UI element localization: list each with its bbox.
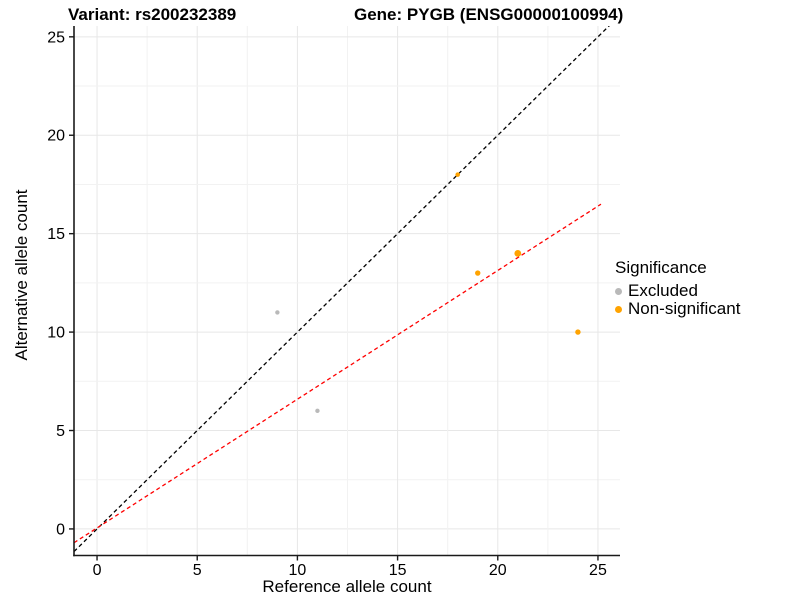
x-tick-label-20: 20: [489, 562, 507, 579]
point-excluded-11-6: [315, 408, 320, 414]
y-tick-label-10: 10: [47, 325, 65, 342]
legend-item-label: Excluded: [628, 281, 698, 300]
x-tick-label-10: 10: [289, 562, 307, 579]
fit-line: [74, 203, 602, 544]
point-non-significant-18-18: [455, 172, 461, 177]
y-axis-title: Alternative allele count: [12, 189, 31, 361]
identity-line: [74, 26, 610, 553]
legend-item-label: Non-significant: [628, 299, 741, 318]
y-tick-label-25: 25: [47, 29, 65, 46]
x-tick-label-15: 15: [389, 562, 407, 579]
y-tick-label-15: 15: [47, 226, 65, 243]
excluded-point-icon: [615, 287, 622, 295]
title-gene: Gene: PYGB (ENSG00000100994): [354, 5, 624, 24]
title-variant: Variant: rs200232389: [68, 5, 237, 24]
y-tick-label-20: 20: [47, 128, 65, 145]
legend-title: Significance: [615, 258, 707, 277]
y-tick-label-0: 0: [56, 521, 65, 538]
legend-item-excluded: Excluded: [615, 281, 740, 300]
point-excluded-9-11: [275, 310, 280, 315]
point-non-significant-24-10: [575, 329, 581, 335]
legend-item-non-significant: Non-significant: [615, 299, 741, 318]
reference-lines: [74, 26, 610, 553]
x-tick-label-0: 0: [93, 562, 102, 579]
x-axis-title: Reference allele count: [262, 577, 432, 596]
non-significant-point-icon: [615, 305, 622, 313]
x-tick-label-5: 5: [193, 562, 202, 579]
point-non-significant-21-14: [514, 249, 522, 257]
point-non-significant-19-13: [475, 270, 481, 276]
legend: Significance Excluded Non-significant: [615, 258, 740, 318]
x-tick-label-25: 25: [589, 562, 607, 579]
y-tick-label-5: 5: [56, 423, 65, 440]
